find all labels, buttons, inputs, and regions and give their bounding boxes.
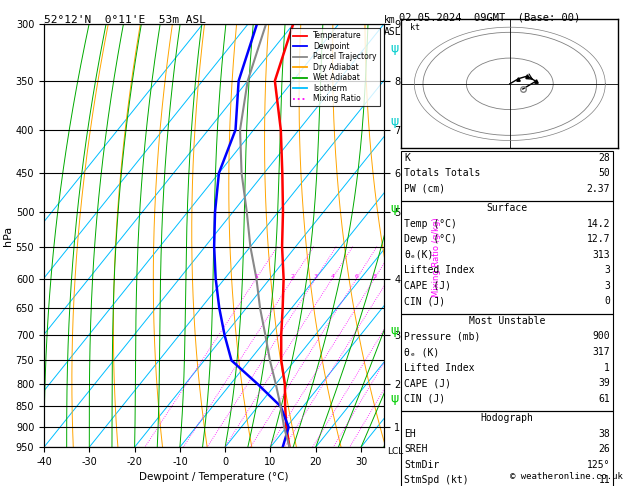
Text: PW (cm): PW (cm) [404, 184, 445, 194]
Text: CAPE (J): CAPE (J) [404, 378, 452, 388]
Text: Lifted Index: Lifted Index [404, 363, 475, 373]
Text: Temp (°C): Temp (°C) [404, 219, 457, 229]
Text: 317: 317 [593, 347, 610, 357]
Text: 125°: 125° [587, 460, 610, 470]
Text: 11: 11 [598, 475, 610, 486]
X-axis label: Dewpoint / Temperature (°C): Dewpoint / Temperature (°C) [139, 472, 289, 483]
Text: SREH: SREH [404, 444, 428, 454]
Text: ψ: ψ [390, 203, 399, 215]
Text: 52°12'N  0°11'E  53m ASL: 52°12'N 0°11'E 53m ASL [44, 15, 206, 25]
Text: ψ: ψ [390, 42, 399, 55]
Text: 12.7: 12.7 [587, 234, 610, 244]
Text: Lifted Index: Lifted Index [404, 265, 475, 276]
Text: CAPE (J): CAPE (J) [404, 281, 452, 291]
Text: CIN (J): CIN (J) [404, 394, 445, 404]
Text: 2.37: 2.37 [587, 184, 610, 194]
Text: 39: 39 [598, 378, 610, 388]
Text: 3: 3 [313, 274, 318, 278]
Text: Hodograph: Hodograph [481, 413, 534, 423]
Text: 900: 900 [593, 331, 610, 342]
Text: Totals Totals: Totals Totals [404, 168, 481, 178]
Text: 313: 313 [593, 250, 610, 260]
Text: 02.05.2024  09GMT  (Base: 00): 02.05.2024 09GMT (Base: 00) [399, 12, 581, 22]
Text: 50: 50 [598, 168, 610, 178]
Text: ψ: ψ [390, 115, 399, 128]
Text: Dewp (°C): Dewp (°C) [404, 234, 457, 244]
Text: 2: 2 [291, 274, 295, 278]
Y-axis label: hPa: hPa [3, 226, 13, 246]
Text: θₑ (K): θₑ (K) [404, 347, 440, 357]
Text: Surface: Surface [487, 203, 528, 213]
Text: StmDir: StmDir [404, 460, 440, 470]
Text: EH: EH [404, 429, 416, 439]
Legend: Temperature, Dewpoint, Parcel Trajectory, Dry Adiabat, Wet Adiabat, Isotherm, Mi: Temperature, Dewpoint, Parcel Trajectory… [291, 28, 380, 106]
Text: 38: 38 [598, 429, 610, 439]
Text: StmSpd (kt): StmSpd (kt) [404, 475, 469, 486]
Text: 28: 28 [598, 153, 610, 163]
Text: 1: 1 [604, 363, 610, 373]
Text: 8: 8 [372, 274, 377, 278]
Text: km: km [384, 15, 396, 25]
Text: LCL: LCL [387, 447, 403, 456]
Text: 61: 61 [598, 394, 610, 404]
Text: CIN (J): CIN (J) [404, 296, 445, 307]
Text: 4: 4 [330, 274, 334, 278]
Text: Most Unstable: Most Unstable [469, 316, 545, 326]
Text: θₑ(K): θₑ(K) [404, 250, 434, 260]
Text: © weatheronline.co.uk: © weatheronline.co.uk [510, 472, 623, 481]
Text: 3: 3 [604, 281, 610, 291]
Text: 26: 26 [598, 444, 610, 454]
Text: ASL: ASL [384, 27, 401, 37]
Text: 1: 1 [254, 274, 258, 278]
Text: Mixing Ratio (g/kg): Mixing Ratio (g/kg) [432, 217, 441, 296]
Text: 0: 0 [604, 296, 610, 307]
Text: K: K [404, 153, 410, 163]
Text: 3: 3 [604, 265, 610, 276]
Text: 14.2: 14.2 [587, 219, 610, 229]
Text: 6: 6 [355, 274, 359, 278]
Text: ψ: ψ [390, 324, 399, 337]
Text: Pressure (mb): Pressure (mb) [404, 331, 481, 342]
Text: ψ: ψ [390, 392, 399, 405]
Text: kt: kt [410, 23, 420, 32]
